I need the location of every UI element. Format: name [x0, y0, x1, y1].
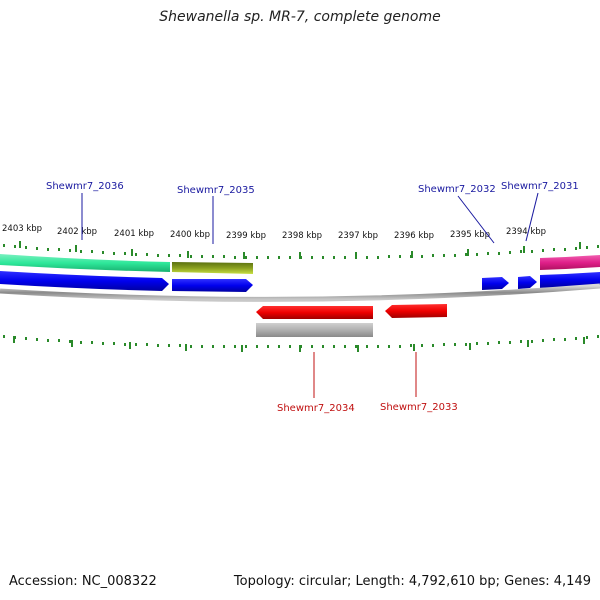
tick-label: 2395 kbp: [450, 230, 490, 240]
lower-tick-marks: [3, 335, 599, 348]
accession-text: Accession: NC_008322: [9, 574, 157, 589]
gene-labels: Shewmr7_2036 Shewmr7_2035 Shewmr7_2032 S…: [46, 181, 579, 414]
tick-label: 2396 kbp: [394, 231, 434, 241]
gene-label: Shewmr7_2035: [177, 185, 255, 196]
cds-arrow-reverse: [385, 304, 447, 318]
gene-label: Shewmr7_2033: [380, 402, 458, 413]
tick-label: 2394 kbp: [506, 227, 546, 237]
leader-line: [457, 195, 495, 244]
feature-band-magenta: [540, 255, 600, 270]
upper-major-ticks: [19, 241, 581, 259]
feature-band-olive: [172, 262, 253, 274]
upper-tick-track: [3, 241, 599, 259]
cds-arrow-forward: [172, 279, 253, 292]
cds-arrow-forward: [482, 277, 509, 290]
cds-arrow-reverse: [256, 306, 373, 319]
gene-label: Shewmr7_2032: [418, 184, 496, 195]
leader-line: [525, 192, 539, 242]
gene-label: Shewmr7_2031: [501, 181, 579, 192]
gene-label: Shewmr7_2036: [46, 181, 124, 192]
topology-text: Topology: circular; Length: 4,792,610 bp…: [233, 574, 591, 589]
upper-tick-marks: [3, 244, 599, 259]
cds-arrow-forward: [518, 276, 537, 289]
cds-track-forward: [0, 271, 600, 292]
gene-leader-lines: [81, 192, 539, 398]
cds-arrow-forward: [0, 271, 169, 291]
tick-label: 2402 kbp: [57, 227, 97, 237]
feature-track-forward: [0, 254, 600, 274]
cds-track-reverse: [256, 304, 447, 319]
tick-label: 2403 kbp: [2, 224, 42, 234]
tick-label: 2399 kbp: [226, 231, 266, 241]
lower-major-ticks: [13, 336, 585, 352]
tick-label: 2397 kbp: [338, 231, 378, 241]
cds-arrow-forward: [540, 272, 600, 288]
tick-label: 2400 kbp: [170, 230, 210, 240]
map-title: Shewanella sp. MR-7, complete genome: [159, 9, 441, 25]
lower-tick-track: [3, 335, 599, 352]
tick-label: 2398 kbp: [282, 231, 322, 241]
feature-band-gray: [256, 323, 373, 337]
gene-label: Shewmr7_2034: [277, 403, 355, 414]
tick-labels: 2403 kbp 2402 kbp 2401 kbp 2400 kbp 2399…: [2, 224, 546, 241]
feature-band-green: [0, 254, 170, 272]
tick-label: 2401 kbp: [114, 229, 154, 239]
genome-backbone: [0, 283, 600, 302]
